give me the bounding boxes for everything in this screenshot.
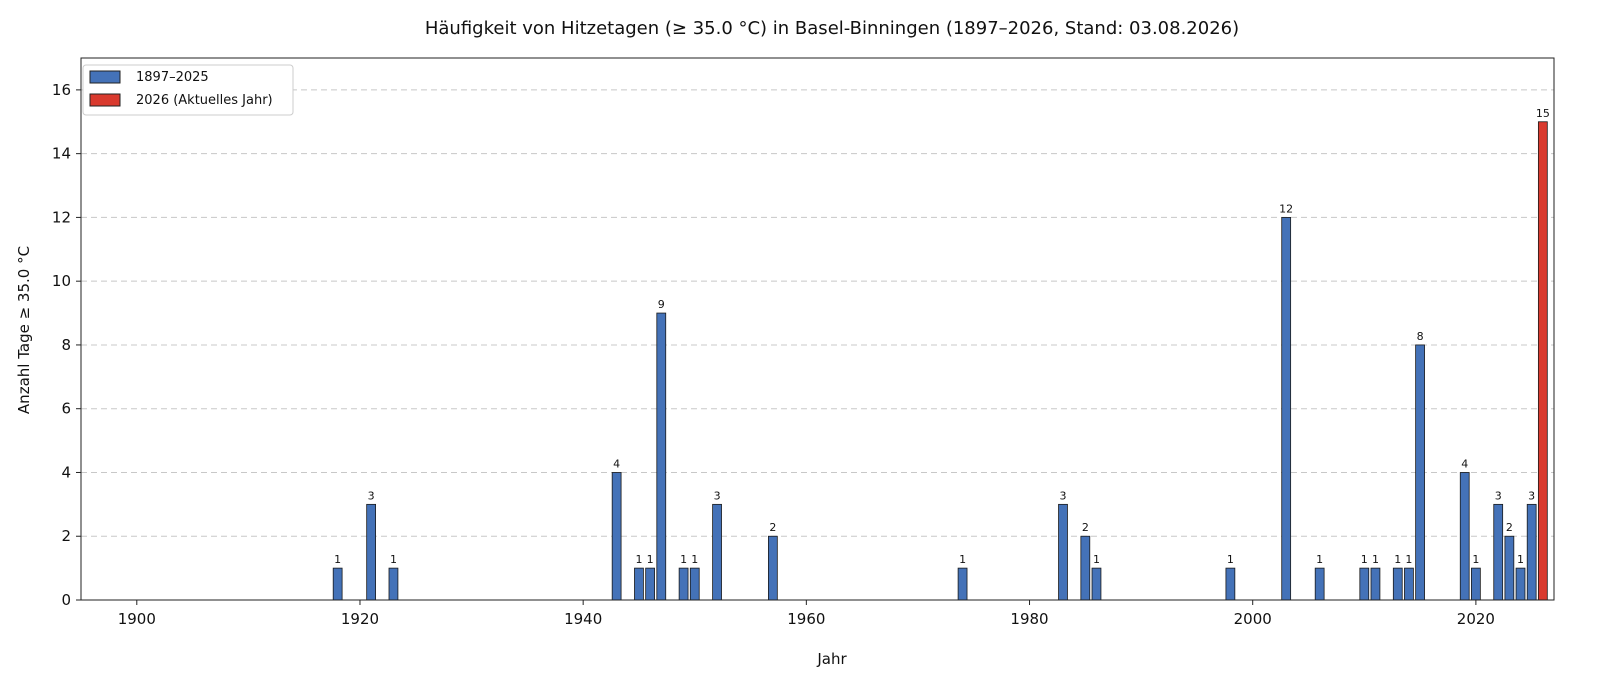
legend-label-current-year: 2026 (Aktuelles Jahr) <box>136 93 273 108</box>
x-tick-label: 2000 <box>1234 610 1272 628</box>
bar-value-label: 2 <box>1506 521 1513 534</box>
bar-layer <box>332 121 1548 601</box>
x-tick-label: 2020 <box>1457 610 1495 628</box>
bar-value-label: 1 <box>1227 553 1234 566</box>
bar-historical <box>1058 503 1068 601</box>
y-axis-ticks: 0 2 4 6 8 10 12 14 16 <box>52 81 81 609</box>
legend: 1897–2025 2026 (Aktuelles Jahr) <box>82 64 294 116</box>
legend-swatch-historical <box>89 70 121 84</box>
plot-frame <box>80 57 1555 601</box>
y-tick-label: 14 <box>52 145 71 163</box>
bar-historical <box>645 567 655 601</box>
legend-box <box>82 64 294 116</box>
bar-current-year <box>1537 121 1548 601</box>
bar-historical <box>1281 217 1292 601</box>
bar-historical <box>689 567 700 601</box>
bar-historical <box>634 567 644 601</box>
bar-value-label: 1 <box>1361 553 1368 566</box>
legend-swatch-current-year <box>89 93 121 107</box>
bar-value-label: 4 <box>613 457 620 470</box>
bar-historical <box>1370 567 1381 601</box>
bar-historical <box>1493 503 1504 601</box>
x-axis-ticks: 1900 1920 1940 1960 1980 2000 2020 <box>118 600 1495 628</box>
bar-value-label: 1 <box>1394 553 1401 566</box>
bar-value-label: 8 <box>1417 330 1424 343</box>
bar-value-label: 1 <box>390 553 397 566</box>
bar-historical <box>656 312 667 601</box>
bar-value-label: 1 <box>1372 553 1379 566</box>
bar-historical <box>1080 535 1091 601</box>
bar-historical <box>1526 503 1537 601</box>
bar-value-label: 1 <box>691 553 698 566</box>
bar-value-label: 9 <box>658 298 665 311</box>
bar-historical <box>1404 567 1414 601</box>
bar-value-label: 2 <box>769 521 776 534</box>
x-tick-label: 1940 <box>564 610 602 628</box>
bar-historical <box>1504 535 1515 601</box>
bar-historical <box>1314 567 1325 601</box>
bar-value-label: 3 <box>1528 489 1535 502</box>
bar-historical <box>712 503 722 601</box>
grid-layer <box>81 89 1554 537</box>
bar-value-label: 1 <box>635 553 642 566</box>
bar-value-label: 4 <box>1461 457 1468 470</box>
bar-value-label: 3 <box>714 489 721 502</box>
y-tick-label: 0 <box>61 591 71 609</box>
y-tick-label: 6 <box>61 400 71 418</box>
bar-value-label: 1 <box>1517 553 1524 566</box>
x-tick-label: 1980 <box>1010 610 1048 628</box>
bar-value-label: 1 <box>959 553 966 566</box>
bar-value-label: 1 <box>1472 553 1479 566</box>
bar-value-label: 15 <box>1536 107 1550 120</box>
bar-historical <box>1091 567 1102 601</box>
bar-value-label: 1 <box>1405 553 1412 566</box>
x-tick-label: 1960 <box>787 610 825 628</box>
bar-historical <box>388 567 399 601</box>
y-tick-label: 2 <box>61 527 71 545</box>
y-axis-label: Anzahl Tage ≥ 35.0 °C <box>15 246 33 414</box>
bar-historical <box>1225 567 1236 601</box>
bar-value-label: 1 <box>1316 553 1323 566</box>
bar-historical <box>1392 567 1403 601</box>
y-tick-label: 8 <box>61 336 71 354</box>
x-axis-label: Jahr <box>816 650 847 668</box>
bar-value-label: 1 <box>1093 553 1100 566</box>
bar-historical <box>332 567 343 601</box>
bar-value-label: 1 <box>680 553 687 566</box>
bar-historical <box>611 472 622 601</box>
y-tick-label: 10 <box>52 272 71 290</box>
x-tick-label: 1920 <box>341 610 379 628</box>
bar-historical <box>768 535 778 601</box>
x-tick-label: 1900 <box>118 610 156 628</box>
bar-value-label: 1 <box>334 553 341 566</box>
bar-historical <box>1359 567 1370 601</box>
y-tick-label: 12 <box>52 208 71 226</box>
bar-historical <box>1515 567 1526 601</box>
bar-historical <box>1471 567 1481 601</box>
bar-value-label: 3 <box>1495 489 1502 502</box>
bar-value-label: 1 <box>647 553 654 566</box>
chart-title: Häufigkeit von Hitzetagen (≥ 35.0 °C) in… <box>425 18 1239 39</box>
bar-historical <box>957 567 968 601</box>
bar-value-label: 3 <box>368 489 375 502</box>
legend-label-historical: 1897–2025 <box>136 70 209 85</box>
bar-value-label: 2 <box>1082 521 1089 534</box>
bar-historical <box>1459 472 1470 601</box>
bar-historical <box>678 567 689 601</box>
y-tick-label: 16 <box>52 81 71 99</box>
bar-value-label: 12 <box>1279 202 1293 215</box>
bar-value-label: 3 <box>1060 489 1067 502</box>
bar-historical <box>1415 344 1425 601</box>
bar-historical <box>366 503 377 601</box>
y-tick-label: 4 <box>61 463 71 481</box>
